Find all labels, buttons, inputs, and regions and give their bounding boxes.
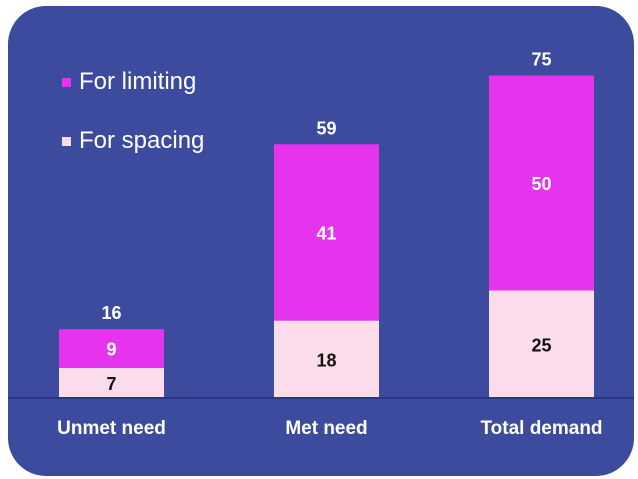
legend-label-spacing: For spacing bbox=[79, 127, 205, 154]
data-label-limiting-0: 9 bbox=[106, 340, 116, 360]
category-label-1: Met need bbox=[285, 418, 367, 439]
bar-limiting-0 bbox=[59, 329, 164, 368]
legend-swatch-spacing bbox=[62, 136, 71, 146]
bar-limiting-2 bbox=[489, 75, 594, 291]
data-label-total-0: 16 bbox=[101, 303, 121, 323]
legend-item-limiting: For limiting bbox=[62, 68, 196, 96]
data-label-limiting-1: 41 bbox=[316, 223, 336, 243]
bar-limiting-1 bbox=[274, 144, 379, 321]
category-label-0: Unmet need bbox=[57, 418, 166, 439]
category-label-2: Total demand bbox=[480, 418, 602, 439]
chart-panel: 7 9 16 Unmet need 18 41 59 Met need 25 50 75 Total … bbox=[8, 6, 634, 476]
stacked-bar-chart: 7 9 16 Unmet need 18 41 59 Met need 25 50 75 Total … bbox=[8, 50, 634, 439]
bar-spacing-0 bbox=[59, 367, 164, 398]
legend-swatch-limiting bbox=[62, 77, 71, 87]
data-label-limiting-2: 50 bbox=[531, 174, 551, 194]
data-label-total-1: 59 bbox=[316, 118, 336, 138]
bar-spacing-2 bbox=[489, 290, 594, 398]
data-label-spacing-2: 25 bbox=[531, 335, 551, 355]
legend-item-spacing: For spacing bbox=[62, 127, 204, 155]
data-label-total-2: 75 bbox=[531, 50, 551, 70]
legend-label-limiting: For limiting bbox=[79, 68, 197, 95]
bar-spacing-1 bbox=[274, 320, 379, 398]
data-label-spacing-1: 18 bbox=[316, 350, 336, 370]
data-label-spacing-0: 7 bbox=[106, 374, 116, 394]
